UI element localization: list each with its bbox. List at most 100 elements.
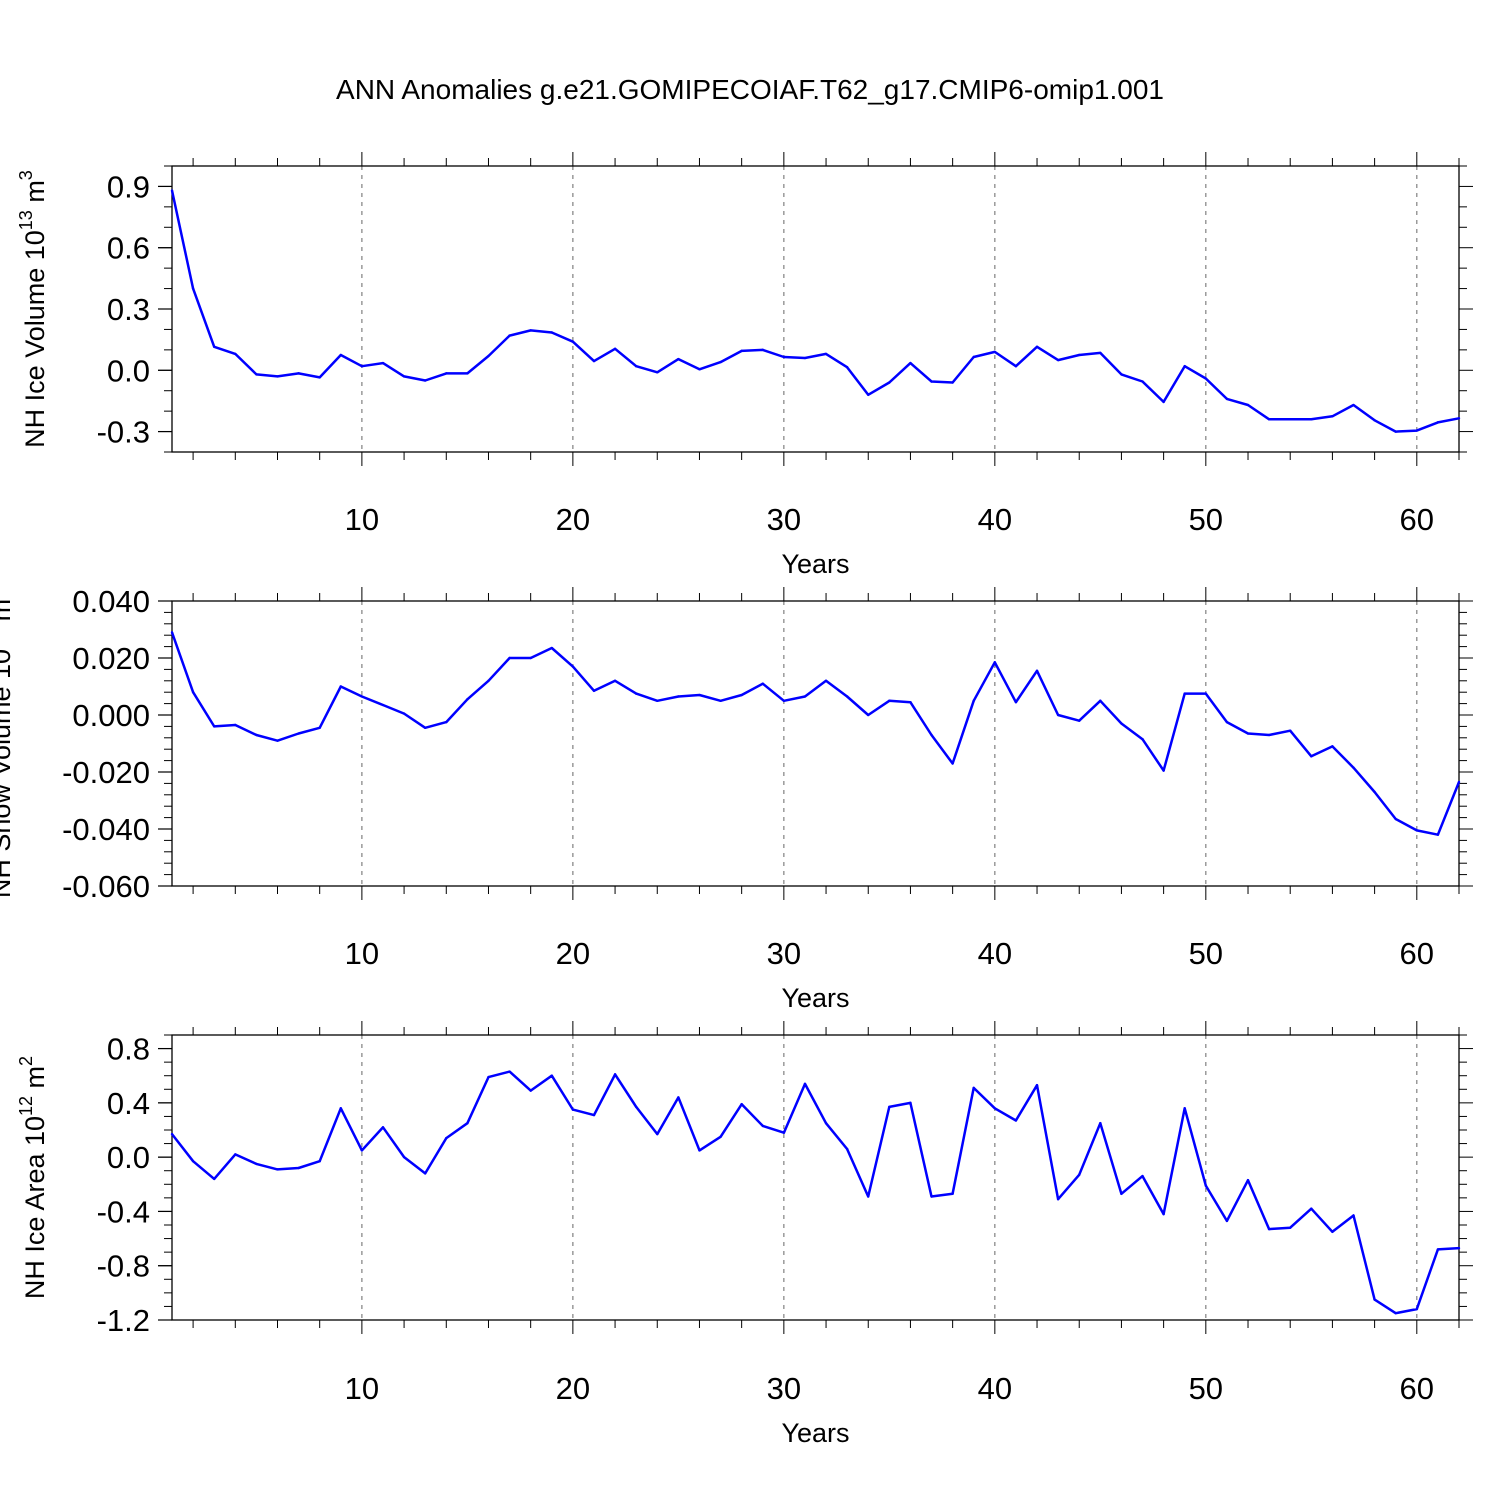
y-tick-label: 0.040 [72,584,150,619]
data-point [1331,1230,1334,1233]
y-tick-label: 0.8 [107,1032,150,1067]
data-point [381,361,385,365]
data-point [255,1162,258,1166]
data-point [571,1108,575,1111]
data-point [234,1153,237,1156]
series-line [171,1070,1460,1315]
data-point [1056,1198,1060,1201]
data-point [1204,1184,1208,1187]
data-point [719,1135,722,1138]
data-point [1289,729,1292,732]
data-point [402,712,406,715]
data-point [170,1132,174,1136]
x-tick-label: 60 [1400,502,1434,537]
data-point [1246,403,1250,407]
data-point [1099,1122,1102,1125]
data-point [972,355,975,359]
x-tick-label: 40 [978,1371,1012,1406]
data-point [909,1101,912,1105]
y-axis-label-exponent: 13 [0,629,2,649]
panel-3: 0.8 0.4 0.0 -0.4 -0.8 -1.2 10 20 30 40 50 60 Years NH… [16,1021,1473,1448]
y-tick-label: 0.6 [107,231,150,266]
data-point [1310,1207,1313,1210]
data-point [1289,418,1292,421]
data-point [297,732,300,735]
data-point [1162,400,1165,404]
data-point [761,1124,764,1128]
data-point [276,739,279,742]
data-point [1415,829,1419,832]
data-point [339,353,342,357]
x-tick-label: 60 [1400,1371,1434,1406]
data-point [191,287,195,290]
data-point [276,375,279,378]
y-axis-label-unit: m [0,599,16,629]
y-axis-label: NH Ice Volume 1013 m3 [16,170,50,448]
data-point [1183,365,1186,368]
data-point [909,700,912,704]
data-point [677,357,680,361]
data-point [656,1132,659,1136]
data-point [1352,766,1355,769]
data-point [698,1149,701,1152]
y-axis-label-unit-exponent: 3 [0,589,2,599]
y-axis-label-text: NH Snow Volume 10 [0,649,16,898]
data-point [550,331,553,334]
data-point [445,1136,448,1140]
data-point [276,1168,279,1171]
x-axis-label: Years [781,983,849,1013]
data-point [445,372,448,375]
y-tick-label: 0.0 [107,353,150,388]
data-point [1162,1212,1165,1216]
y-tick-label: -0.060 [62,869,150,904]
data-point [677,1096,680,1099]
data-point [993,350,997,354]
x-axis-label: Years [781,549,849,579]
x-tick-label: 20 [556,1371,590,1406]
data-point [1204,692,1208,695]
plot-frame [171,165,1460,453]
x-tick-label: 60 [1400,936,1434,971]
data-point [1373,1298,1376,1301]
data-point [824,352,828,356]
y-axis-label: NH Ice Area 1012 m2 [16,1056,50,1299]
data-point [1225,1219,1229,1223]
data-point [656,699,659,702]
x-tick-label: 30 [767,936,801,971]
y-axis-label-unit: m [20,180,50,210]
y-axis-label-unit-exponent: 2 [16,1056,36,1066]
data-point [972,699,975,702]
x-tick-label: 40 [978,936,1012,971]
data-point [402,375,406,378]
y-tick-label: -0.020 [62,755,150,790]
data-point [1373,419,1376,422]
data-point [761,348,764,352]
y-axis-label-unit-exponent: 3 [16,170,36,180]
data-point [867,1195,870,1198]
y-tick-label: 0.9 [107,169,150,204]
data-point [318,1160,321,1163]
data-point [951,1192,954,1195]
data-point [1394,430,1397,433]
data-point [1099,351,1102,355]
data-point [1394,817,1397,821]
data-point [677,695,680,698]
y-axis-label-text: NH Ice Area 10 [20,1116,50,1299]
data-point [212,1177,216,1181]
data-point [1415,1307,1419,1311]
y-tick-label: 0.0 [107,1140,150,1175]
data-point [1078,353,1081,357]
data-point [1267,733,1271,737]
x-tick-label: 10 [345,1371,379,1406]
data-point [761,682,764,685]
y-axis-label-exponent: 12 [16,1096,36,1116]
data-point [234,352,237,356]
chart-title: ANN Anomalies g.e21.GOMIPECOIAF.T62_g17.… [336,74,1164,105]
data-point [550,646,553,650]
data-point [1099,699,1102,702]
x-tick-label: 40 [978,502,1012,537]
x-tick-label: 30 [767,502,801,537]
data-point [1035,1084,1039,1087]
data-point [1056,713,1060,717]
